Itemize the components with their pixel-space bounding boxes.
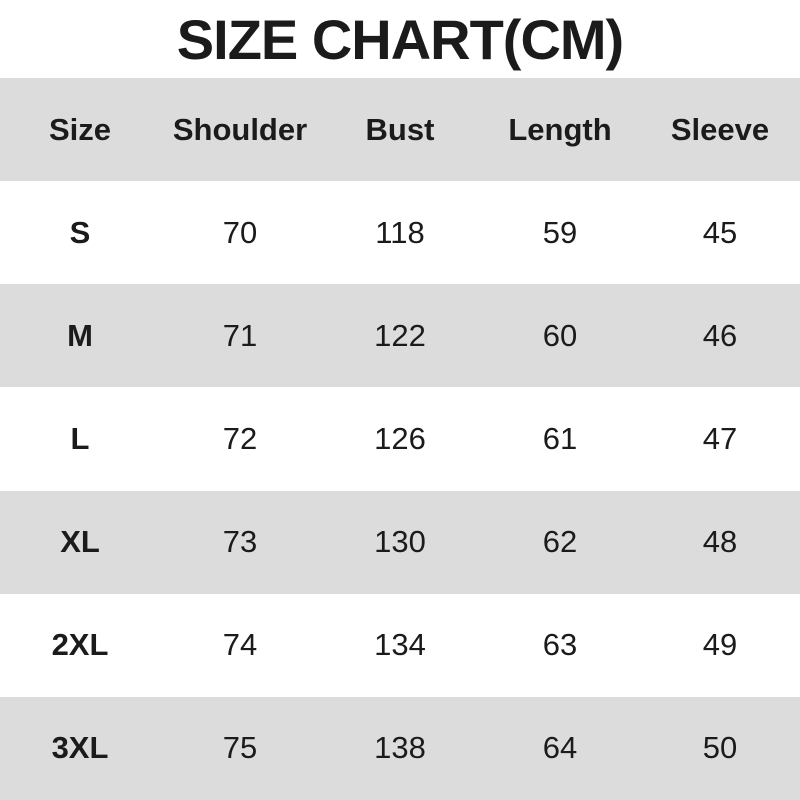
- cell-length: 63: [542, 627, 578, 663]
- cell-size: L: [70, 420, 90, 456]
- cell-bust: 118: [375, 214, 425, 250]
- column-header-bust: Bust: [365, 111, 435, 147]
- cell-sleeve: 46: [702, 317, 738, 353]
- cell-bust: 122: [374, 317, 426, 353]
- cell-sleeve: 49: [702, 627, 738, 663]
- cell-bust: 138: [374, 730, 426, 766]
- cell-size: M: [67, 317, 93, 353]
- cell-shoulder: 73: [222, 524, 258, 560]
- cell-bust: 134: [374, 627, 426, 663]
- cell-shoulder: 71: [222, 317, 258, 353]
- cell-size: XL: [60, 524, 100, 560]
- cell-sleeve: 48: [702, 524, 738, 560]
- cell-length: 64: [542, 730, 578, 766]
- table-header-row: Size Shoulder Bust Length Sleeve: [0, 78, 800, 182]
- table-row-3xl: 3XL 75 138 64 50: [0, 696, 800, 800]
- cell-size: 2XL: [51, 627, 109, 663]
- size-chart-table: Size Shoulder Bust Length Sleeve S 70 11…: [0, 78, 800, 800]
- cell-shoulder: 75: [222, 730, 258, 766]
- table-row-2xl: 2XL 74 134 63 49: [0, 593, 800, 697]
- cell-length: 59: [542, 214, 578, 250]
- cell-length: 62: [542, 524, 578, 560]
- table-row-s: S 70 118 59 45: [0, 181, 800, 285]
- title-bar: SIZE CHART(CM): [0, 0, 800, 78]
- cell-size: S: [69, 214, 91, 250]
- cell-size: 3XL: [51, 730, 109, 766]
- page-title: SIZE CHART(CM): [176, 7, 624, 71]
- cell-shoulder: 70: [222, 214, 258, 250]
- cell-length: 60: [542, 317, 578, 353]
- column-header-sleeve: Sleeve: [670, 111, 770, 147]
- column-header-size: Size: [48, 111, 112, 147]
- table-row-m: M 71 122 60 46: [0, 284, 800, 388]
- cell-sleeve: 50: [702, 730, 738, 766]
- cell-shoulder: 74: [222, 627, 258, 663]
- table-row-xl: XL 73 130 62 48: [0, 490, 800, 594]
- cell-shoulder: 72: [222, 420, 258, 456]
- cell-bust: 130: [374, 524, 426, 560]
- cell-sleeve: 47: [702, 420, 738, 456]
- cell-bust: 126: [374, 420, 426, 456]
- table-row-l: L 72 126 61 47: [0, 387, 800, 491]
- column-header-length: Length: [508, 111, 612, 147]
- cell-length: 61: [542, 420, 578, 456]
- cell-sleeve: 45: [702, 214, 738, 250]
- column-header-shoulder: Shoulder: [172, 111, 308, 147]
